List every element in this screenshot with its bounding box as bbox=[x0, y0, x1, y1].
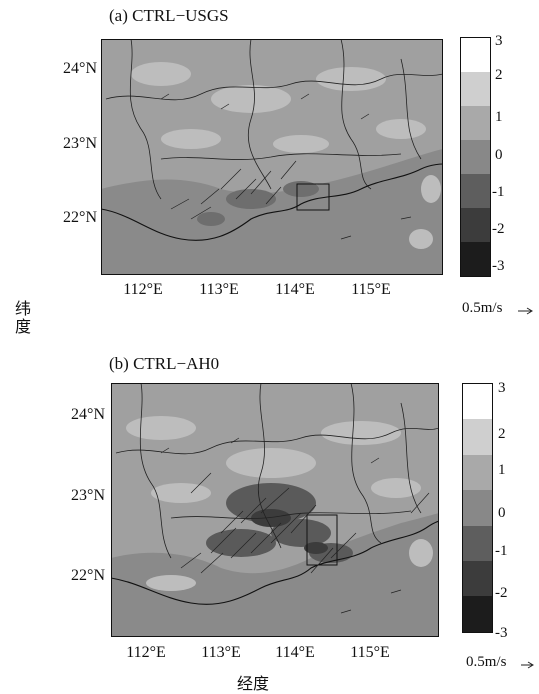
panel-a-title: (a) CTRL−USGS bbox=[109, 6, 229, 25]
panel-a-reference-vector-label: 0.5m/s bbox=[462, 300, 503, 316]
panel-b-lon-label-113: 113°E bbox=[201, 644, 241, 661]
panel-b-colorbar-tick: -2 bbox=[495, 585, 508, 601]
panel-b-colorbar-tick: -3 bbox=[495, 625, 508, 641]
panel-b-colorbar-tick: 2 bbox=[498, 426, 506, 442]
panel-b-reference-vector-label: 0.5m/s bbox=[466, 654, 507, 670]
panel-b-lat-label-22: 22°N bbox=[71, 567, 105, 584]
panel-b-colorbar-tick: 3 bbox=[498, 380, 506, 396]
panel-b-colorbar-tick: -1 bbox=[495, 543, 508, 559]
panel-a-lon-label-114: 114°E bbox=[275, 281, 315, 298]
panel-a-colorbar-tick: -1 bbox=[492, 184, 505, 200]
panel-b-lat-label-23: 23°N bbox=[71, 487, 105, 504]
panel-a-colorbar-tick: 1 bbox=[495, 109, 503, 125]
panel-a-lon-label-112: 112°E bbox=[123, 281, 163, 298]
panel-a-colorbar bbox=[460, 37, 491, 277]
panel-a-lat-label-23: 23°N bbox=[63, 135, 97, 152]
panel-a-colorbar-tick: 0 bbox=[495, 147, 503, 163]
y-axis-label: 纬度 bbox=[12, 300, 29, 336]
panel-a-lon-label-115: 115°E bbox=[351, 281, 391, 298]
x-axis-label: 经度 bbox=[237, 676, 270, 693]
panel-b-map bbox=[111, 383, 439, 637]
panel-b-lon-label-115: 115°E bbox=[350, 644, 390, 661]
panel-a-colorbar-tick: -2 bbox=[492, 221, 505, 237]
panel-b-reference-vector-arrow bbox=[521, 661, 534, 669]
panel-b-colorbar bbox=[462, 383, 493, 633]
panel-a-reference-vector-arrow bbox=[518, 307, 533, 315]
panel-b-colorbar-tick: 0 bbox=[498, 505, 506, 521]
panel-a-colorbar-tick: -3 bbox=[492, 258, 505, 274]
panel-b-lon-label-114: 114°E bbox=[275, 644, 315, 661]
panel-a-lat-label-24: 24°N bbox=[63, 60, 97, 77]
panel-b-lat-label-24: 24°N bbox=[71, 406, 105, 423]
panel-a-colorbar-tick: 2 bbox=[495, 67, 503, 83]
panel-b-lon-label-112: 112°E bbox=[126, 644, 166, 661]
panel-a-colorbar-tick: 3 bbox=[495, 33, 503, 49]
panel-b-colorbar-tick: 1 bbox=[498, 462, 506, 478]
panel-b-title: (b) CTRL−AH0 bbox=[109, 354, 220, 373]
panel-a-lat-label-22: 22°N bbox=[63, 209, 97, 226]
panel-a-lon-label-113: 113°E bbox=[199, 281, 239, 298]
panel-a-map bbox=[101, 39, 443, 275]
